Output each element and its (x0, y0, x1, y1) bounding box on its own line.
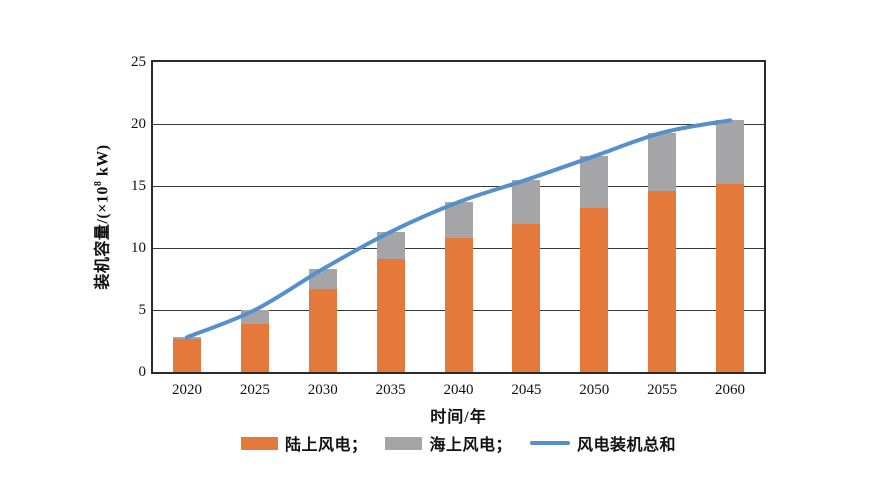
y-tick-label-0: 0 (138, 364, 147, 380)
gridline-15 (153, 185, 764, 187)
legend-line-swatch (530, 441, 570, 445)
y-tick-label-5: 5 (138, 302, 147, 318)
bar-onshore-2040 (444, 238, 473, 372)
bar-onshore-2025 (240, 323, 269, 372)
legend: 陆上风电； 海上风电； 风电装机总和 (153, 431, 764, 455)
legend-bar-swatch (240, 436, 278, 450)
bar-onshore-2020 (172, 338, 201, 372)
x-tick-label-2045: 2045 (511, 382, 542, 398)
bar-offshore-2040 (444, 202, 473, 239)
y-tick-label-25: 25 (131, 54, 146, 70)
legend-item-2: 风电装机总和 (530, 431, 676, 455)
gridline-20 (153, 123, 764, 125)
y-tick-label-20: 20 (131, 116, 146, 132)
bar-offshore-2050 (580, 156, 609, 209)
plot-area (153, 62, 764, 372)
y-tick-label-10: 10 (131, 240, 146, 256)
legend-item-1: 海上风电； (385, 431, 512, 455)
x-tick-label-2025: 2025 (239, 382, 270, 398)
legend-bar-swatch (385, 436, 423, 450)
legend-label: 海上风电； (429, 437, 512, 454)
bars-layer (153, 62, 764, 372)
legend-label: 陆上风电； (284, 437, 368, 454)
bar-onshore-2055 (648, 191, 677, 372)
bar-onshore-2035 (376, 259, 405, 372)
bar-onshore-2045 (512, 224, 541, 372)
superscript-8: 8 (93, 180, 105, 187)
total-line-svg (184, 118, 733, 340)
y-axis-label: 装机容量/(×108 kW) (84, 62, 118, 372)
bar-offshore-2045 (512, 179, 541, 225)
total-line-path (184, 118, 733, 340)
bar-onshore-2060 (716, 183, 745, 372)
x-tick-label-2060: 2060 (715, 382, 746, 398)
legend-label: 风电装机总和 (577, 437, 677, 454)
x-tick-label-2030: 2030 (307, 382, 338, 398)
bar-offshore-2060 (716, 120, 745, 184)
y-axis-label-text: 装机容量/(×108 kW) (93, 144, 113, 290)
x-tick-label-2035: 2035 (375, 382, 406, 398)
y-tick-label-15: 15 (131, 178, 146, 194)
legend-item-0: 陆上风电； (240, 431, 368, 455)
bar-offshore-2055 (648, 132, 677, 191)
x-axis-title: 时间/年 (430, 409, 487, 426)
x-tick-label-2020: 2020 (171, 382, 202, 398)
x-tick-label-2040: 2040 (443, 382, 474, 398)
x-tick-label-2055: 2055 (647, 382, 678, 398)
bar-onshore-2050 (580, 208, 609, 372)
bar-onshore-2030 (308, 288, 337, 372)
x-tick-label-2050: 2050 (579, 382, 610, 398)
